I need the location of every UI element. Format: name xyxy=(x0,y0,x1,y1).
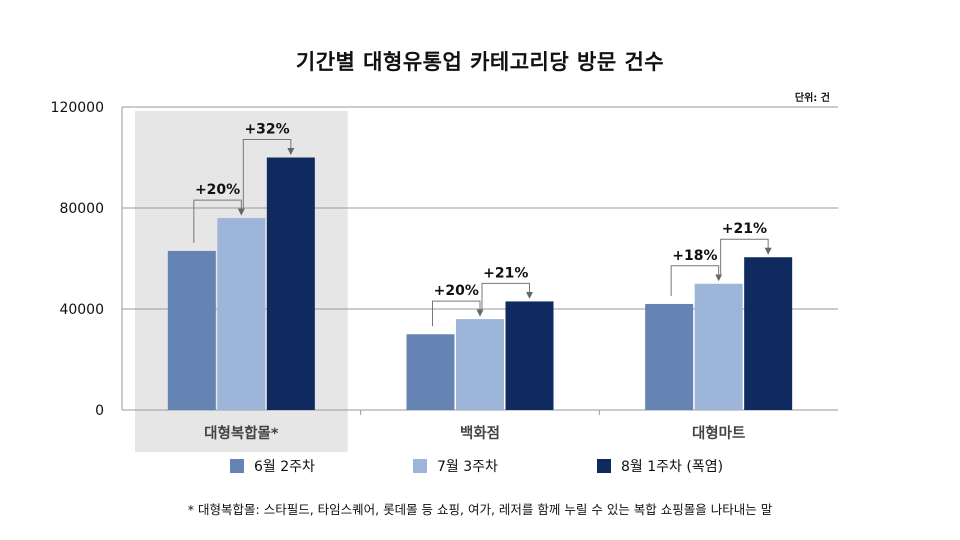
x-tick-label: 백화점 xyxy=(460,424,500,442)
chart-title: 기간별 대형유통업 카테고리당 방문 건수 xyxy=(295,50,665,74)
annotation-arrow xyxy=(432,300,484,327)
annotation-label: +20% xyxy=(195,182,240,198)
legend-swatch xyxy=(230,459,244,473)
annotation-arrow xyxy=(481,282,533,312)
bar xyxy=(167,250,216,410)
legend: 6월 2주차 7월 3주차 8월 1주차 (폭염) xyxy=(0,456,960,476)
bar xyxy=(406,334,455,410)
y-tick-label: 80000 xyxy=(59,201,104,217)
legend-swatch xyxy=(413,459,427,473)
annotation-arrow xyxy=(720,238,772,276)
legend-label: 8월 1주차 (폭염) xyxy=(621,459,724,475)
legend-label: 6월 2주차 xyxy=(254,459,315,475)
annotation-label: +21% xyxy=(483,265,528,281)
annotation-label: +32% xyxy=(244,122,289,138)
bar xyxy=(694,283,743,410)
bar xyxy=(266,157,315,410)
unit-label: 단위: 건 xyxy=(794,93,830,104)
legend-item: 7월 3주차 xyxy=(413,456,498,476)
annotation-label: +20% xyxy=(434,283,479,299)
bar-chart: 0 40000 80000 120000 대형복합몰* 백화점 대형마트 +20% +32% +2… xyxy=(51,100,838,452)
footnote: * 대형복합몰: 스타필드, 타임스퀘어, 롯데몰 등 쇼핑, 여가, 레저를 … xyxy=(187,502,773,517)
y-tick-label: 0 xyxy=(95,403,104,419)
annotation-arrow xyxy=(242,139,295,211)
x-tick-label: 대형마트 xyxy=(692,425,745,442)
annotation-arrow xyxy=(670,265,723,296)
bar xyxy=(744,257,793,410)
bar xyxy=(456,319,504,410)
annotation-arrow xyxy=(193,199,245,243)
bar xyxy=(505,301,554,410)
y-tick-label: 120000 xyxy=(51,100,104,116)
x-tick-label: 대형복합몰* xyxy=(204,425,279,442)
bar xyxy=(217,218,266,410)
legend-label: 7월 3주차 xyxy=(437,459,498,475)
annotation-label: +21% xyxy=(722,221,767,237)
legend-item: 6월 2주차 xyxy=(230,456,315,476)
y-tick-label: 40000 xyxy=(59,302,104,318)
legend-item: 8월 1주차 (폭염) xyxy=(597,456,723,476)
bar xyxy=(645,303,694,410)
annotation-label: +18% xyxy=(672,248,717,264)
legend-swatch xyxy=(597,459,611,473)
